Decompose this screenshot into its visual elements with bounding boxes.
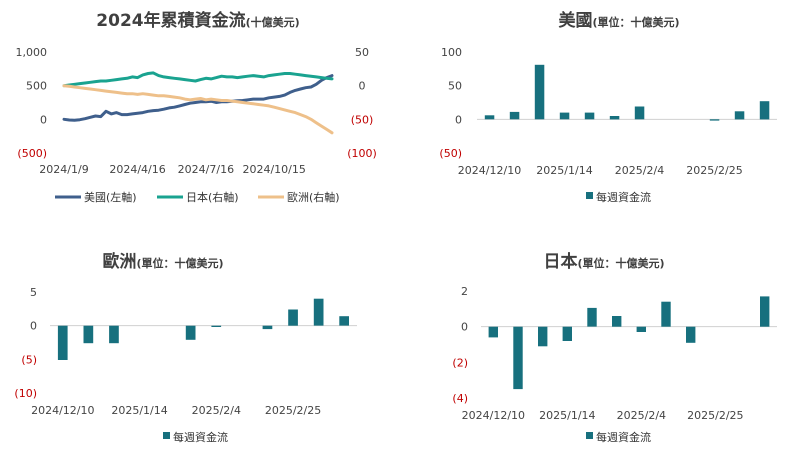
europe-chart-x-tick-label: 2025/2/4 <box>192 404 241 417</box>
japan-chart-y-tick-label: 0 <box>461 321 468 334</box>
europe-chart-bar <box>313 298 324 326</box>
us-chart-x-tick-label: 2024/12/10 <box>458 164 521 177</box>
japan-chart-bar <box>661 301 671 327</box>
legend-bar-swatch <box>163 432 170 439</box>
cumulative-chart-title-unit: (十億美元) <box>246 15 300 29</box>
europe-chart-bar <box>83 325 94 344</box>
japan-chart-bar <box>538 326 548 347</box>
legend-label: 每週資金流 <box>596 430 651 444</box>
cumulative-right-tick-label: (100) <box>347 147 377 160</box>
europe-chart-title-main: 歐洲 <box>102 251 136 272</box>
japan-chart-bar <box>587 307 597 327</box>
cumulative-right-tick-label: (50) <box>351 113 374 126</box>
legend-label: 日本(右軸) <box>186 190 239 204</box>
europe-chart-bar <box>339 316 349 326</box>
us-chart-bar <box>534 64 545 120</box>
us-chart-bar <box>559 112 570 120</box>
europe-chart-x-tick-label: 2024/12/10 <box>31 404 94 417</box>
cumulative-left-tick-label: 500 <box>26 80 47 93</box>
japan-chart-bar <box>686 326 696 343</box>
europe-chart-x-tick-label: 2025/2/25 <box>265 404 321 417</box>
us-chart-y-tick-label: (50) <box>439 147 462 160</box>
japan-chart-x-tick-label: 2025/2/4 <box>617 409 666 422</box>
us-chart-bar <box>759 101 770 120</box>
japan-chart-y-tick-label: (2) <box>452 356 468 369</box>
europe-chart-title: 歐洲(單位：十億美元) <box>102 251 223 272</box>
japan-chart-title: 日本(單位：十億美元) <box>543 251 664 272</box>
us-chart-x-tick-label: 2025/1/14 <box>536 164 592 177</box>
legend-label: 每週資金流 <box>596 190 651 204</box>
cumulative-series-line-europe <box>62 84 334 135</box>
japan-chart-x-tick-label: 2025/1/14 <box>539 409 595 422</box>
europe-chart-bar <box>211 325 222 327</box>
legend-label: 美國(左軸) <box>84 190 137 204</box>
us-chart-bar <box>709 119 720 121</box>
cumulative-left-tick-label: 0 <box>40 113 47 126</box>
japan-chart-title-main: 日本 <box>543 251 577 272</box>
europe-chart-bar <box>262 325 273 330</box>
europe-chart-x-tick-label: 2025/1/14 <box>111 404 167 417</box>
legend-bar-swatch <box>586 432 593 439</box>
europe-chart-title-unit: (單位：十億美元) <box>136 256 223 270</box>
japan-chart-y-tick-label: (4) <box>452 392 468 405</box>
us-chart-x-tick-label: 2025/2/4 <box>615 164 664 177</box>
us-chart-bar <box>634 106 645 120</box>
cumulative-series-line-japan <box>62 71 334 88</box>
japan-chart-bar <box>636 326 646 332</box>
legend-label: 每週資金流 <box>173 430 228 444</box>
japan-chart-bar <box>562 326 572 341</box>
us-chart-x-tick-label: 2025/2/25 <box>686 164 742 177</box>
europe-chart-bar <box>185 325 196 340</box>
europe-chart-bar <box>288 309 298 326</box>
cumulative-series-line-us <box>62 74 334 122</box>
cumulative-right-tick-label: 0 <box>359 80 366 93</box>
europe-chart-bar <box>57 325 68 360</box>
europe-chart-y-tick-label: 0 <box>30 320 37 333</box>
cumulative-left-tick-label: (500) <box>17 147 47 160</box>
japan-chart-x-tick-label: 2025/2/25 <box>687 409 743 422</box>
japan-chart-bar <box>760 296 770 327</box>
us-chart-bar <box>584 112 595 120</box>
japan-chart-y-tick-label: 2 <box>461 285 468 298</box>
us-chart-title-unit: (單位：十億美元) <box>592 15 679 29</box>
cumulative-chart-title-main: 2024年累積資金流 <box>96 10 245 31</box>
cumulative-x-tick-label: 2024/7/16 <box>178 163 234 176</box>
europe-chart-y-tick-label: (5) <box>21 353 37 366</box>
us-chart-y-tick-label: 50 <box>448 80 462 93</box>
us-chart-y-tick-label: 100 <box>441 46 462 59</box>
japan-chart-bar <box>612 316 622 327</box>
us-chart-bar <box>509 111 520 120</box>
us-chart-y-tick-label: 0 <box>455 113 462 126</box>
legend-label: 歐洲(右軸) <box>287 190 340 204</box>
japan-chart-x-tick-label: 2024/12/10 <box>462 409 525 422</box>
europe-chart-y-tick-label: 5 <box>30 286 37 299</box>
us-chart-bar <box>484 115 495 120</box>
us-chart-title-main: 美國 <box>558 10 592 31</box>
us-chart-bar <box>609 116 620 120</box>
europe-chart-bar <box>109 325 119 344</box>
cumulative-chart-title: 2024年累積資金流(十億美元) <box>96 10 299 31</box>
cumulative-x-tick-label: 2024/10/15 <box>242 163 305 176</box>
us-chart-title: 美國(單位：十億美元) <box>558 10 679 31</box>
cumulative-left-tick-label: 1,000 <box>16 46 48 59</box>
us-chart-bar <box>734 111 745 120</box>
legend-bar-swatch <box>586 192 593 199</box>
europe-chart-y-tick-label: (10) <box>14 387 37 400</box>
cumulative-right-tick-label: 50 <box>355 46 369 59</box>
japan-chart-bar <box>488 326 498 338</box>
japan-chart-bar <box>513 326 523 390</box>
japan-chart-title-unit: (單位：十億美元) <box>577 256 664 270</box>
cumulative-x-tick-label: 2024/1/9 <box>39 163 88 176</box>
cumulative-x-tick-label: 2024/4/16 <box>109 163 165 176</box>
